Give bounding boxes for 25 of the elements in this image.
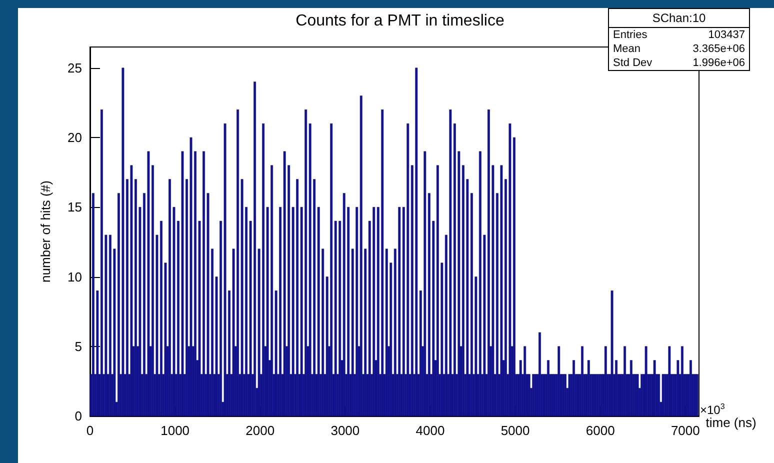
text: 103437 bbox=[708, 29, 745, 41]
y-tick-label: 0 bbox=[74, 408, 82, 424]
y-tick-label: 15 bbox=[68, 200, 82, 215]
x-tick-label: 4000 bbox=[416, 423, 445, 438]
x-tick-label: 2000 bbox=[246, 423, 275, 438]
x-tick-label: 5000 bbox=[500, 423, 530, 438]
annotation: Std Dev bbox=[613, 57, 652, 69]
y-tick-label: 25 bbox=[68, 60, 82, 76]
text: Entries bbox=[613, 29, 648, 41]
x-tick-label: 1000 bbox=[160, 423, 190, 438]
annotation: 1.996e+06 bbox=[692, 57, 745, 69]
x-tick-label: 3000 bbox=[330, 423, 360, 438]
x-tick-label: 0 bbox=[86, 423, 94, 438]
text: SChan:10 bbox=[609, 9, 749, 28]
chart-title: Counts for a PMT in timeslice bbox=[296, 12, 504, 30]
y-axis-title: number of hits (#) bbox=[38, 180, 53, 282]
x-tick-label: 7000 bbox=[670, 423, 700, 438]
text: ×10$^{3}$ bbox=[700, 402, 725, 417]
annotation: Mean bbox=[613, 43, 641, 55]
y-tick-label: 5 bbox=[74, 338, 82, 354]
y-tick-label: 10 bbox=[68, 269, 82, 284]
y-tick-label: 20 bbox=[68, 130, 82, 146]
x-tick-label: 6000 bbox=[586, 423, 615, 438]
annotation: 3.365e+06 bbox=[692, 43, 745, 55]
x-axis-title: time (ns) bbox=[706, 415, 756, 430]
